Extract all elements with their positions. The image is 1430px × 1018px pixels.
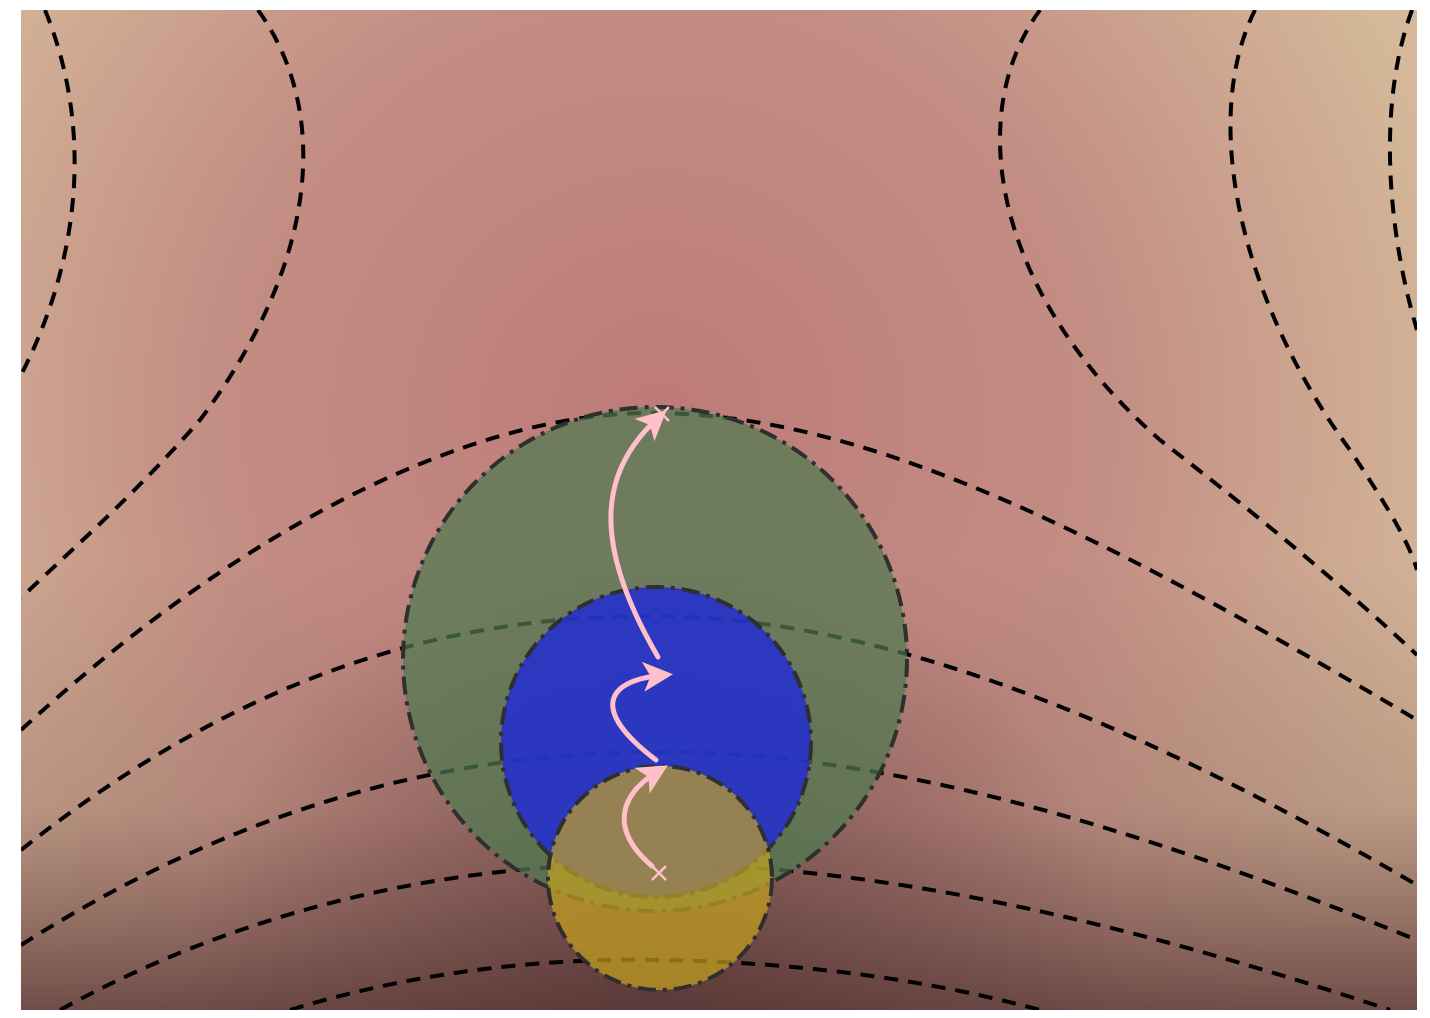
plot-area [21, 10, 1417, 1010]
small-trust-region [546, 764, 774, 992]
trust-regions [401, 405, 909, 992]
path-markers [651, 406, 670, 881]
step-arrow-2 [610, 661, 673, 763]
contour-arc-4 [59, 861, 1391, 1010]
step-arrow-1 [621, 765, 668, 869]
end-marker-icon [654, 406, 670, 422]
start-marker-icon [651, 865, 667, 881]
contour-right-mid [1228, 10, 1417, 571]
step-arrow-3 [608, 409, 667, 660]
optimization-path [608, 409, 673, 869]
contour-arc-2 [21, 613, 1417, 887]
contour-left-outer [21, 10, 77, 376]
contour-left-inner [21, 10, 306, 600]
